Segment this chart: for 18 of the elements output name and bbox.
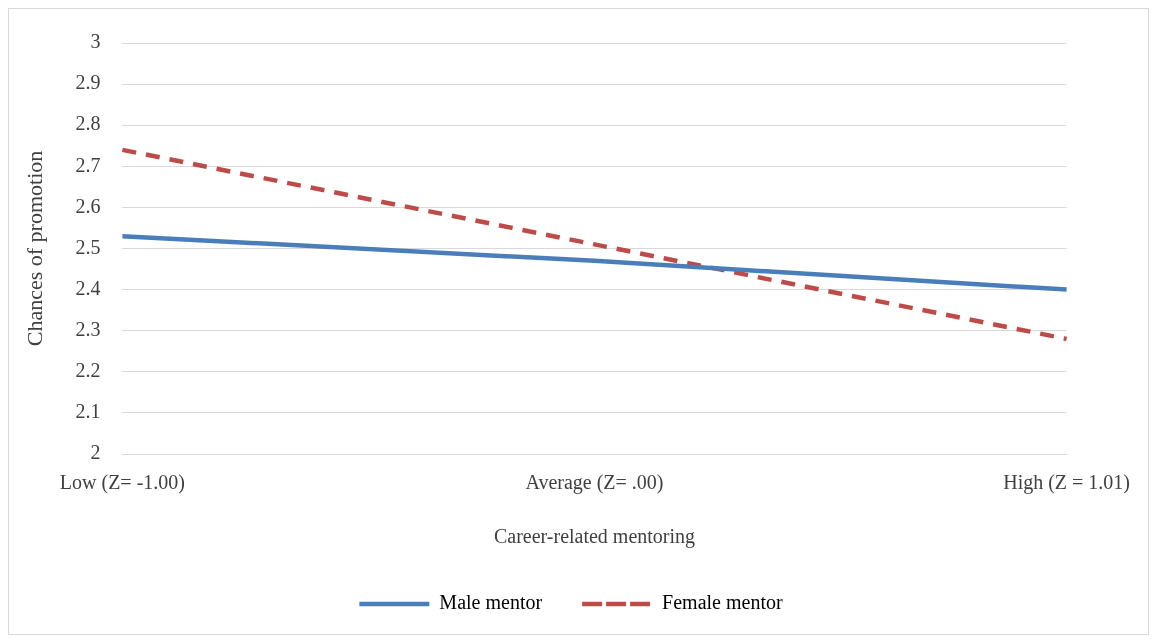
y-tick-label: 2.9	[75, 71, 101, 94]
y-tick-label: 2.7	[75, 153, 101, 176]
y-tick-label: 2.3	[75, 317, 101, 340]
legend-label: Female mentor	[662, 591, 783, 614]
y-tick-label: 2.6	[75, 194, 101, 217]
x-tick-label: Average (Z= .00)	[525, 471, 664, 495]
y-tick-label: 3	[90, 30, 101, 53]
y-tick-label: 2.5	[75, 235, 101, 258]
legend-label: Male mentor	[439, 591, 543, 614]
y-tick-label: 2.1	[75, 400, 101, 423]
y-tick-label: 2.2	[75, 359, 101, 382]
x-tick-label: Low (Z= -1.00)	[59, 471, 185, 495]
y-tick-label: 2.8	[75, 112, 101, 135]
x-axis-title: Career-related mentoring	[493, 525, 696, 549]
y-tick-label: 2.4	[75, 276, 101, 299]
y-axis-title: Chances of promotion	[21, 150, 47, 347]
y-tick-label: 2	[90, 441, 101, 464]
x-tick-label: High (Z = 1.01)	[1003, 471, 1131, 495]
